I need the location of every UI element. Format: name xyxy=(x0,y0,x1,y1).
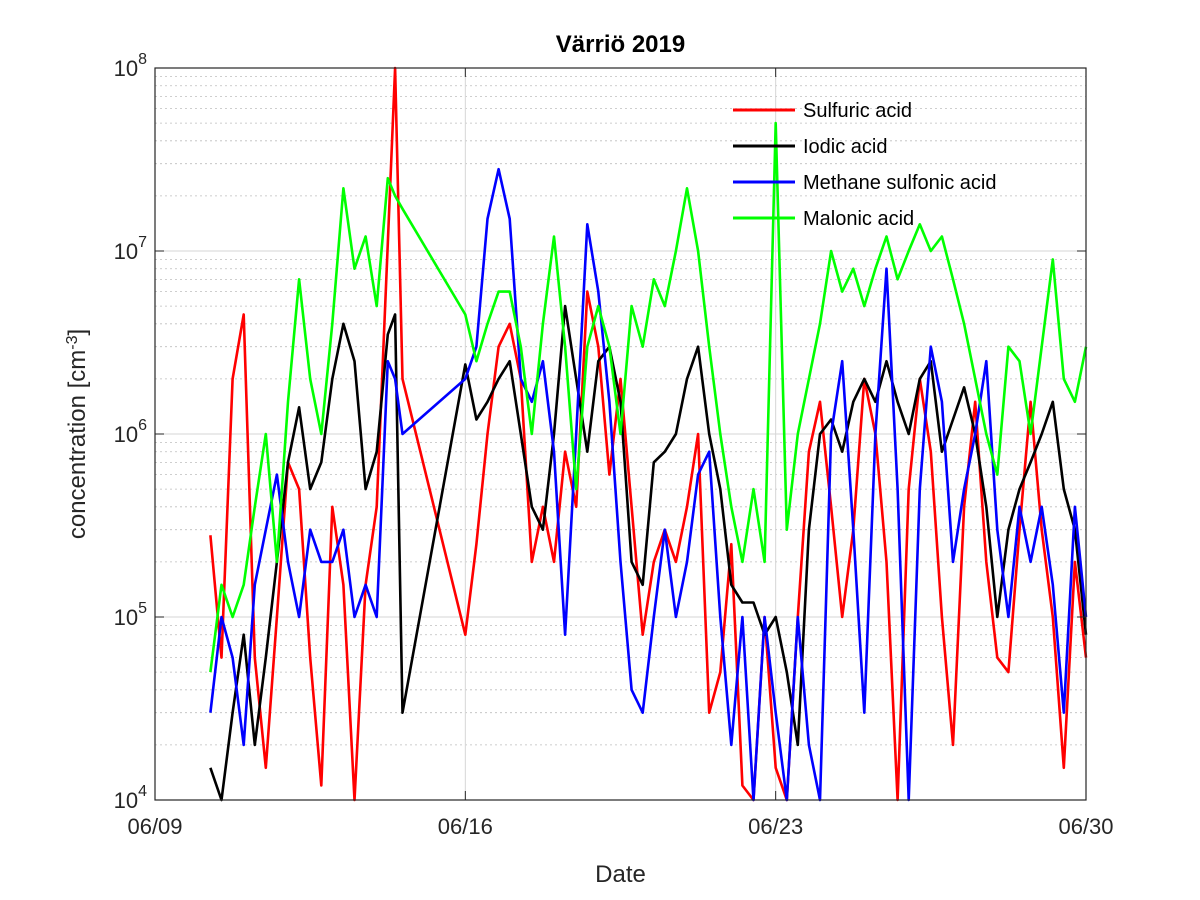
chart-title: Värriö 2019 xyxy=(556,31,685,58)
legend-label: Methane sulfonic acid xyxy=(803,172,996,194)
series-line-3 xyxy=(209,121,1088,673)
x-axis-label: Date xyxy=(595,861,646,888)
y-tick-label: 108 xyxy=(114,51,147,81)
series-line-2 xyxy=(209,167,1088,802)
y-axis-label: concentration [cm-3] xyxy=(64,329,92,539)
y-tick-label: 105 xyxy=(114,600,147,630)
series-line-1 xyxy=(209,304,1088,802)
x-tick-label: 06/09 xyxy=(127,814,182,839)
legend-label: Sulfuric acid xyxy=(803,100,912,122)
x-tick-label: 06/16 xyxy=(438,814,493,839)
series-line-0 xyxy=(209,66,1088,802)
y-tick-label: 107 xyxy=(114,234,147,264)
y-axis-label-end: ] xyxy=(64,329,91,336)
y-axis-label-main: concentration [cm xyxy=(64,350,91,539)
legend-label: Malonic acid xyxy=(803,208,914,230)
y-tick-label: 106 xyxy=(114,417,147,447)
x-tick-label: 06/30 xyxy=(1058,814,1113,839)
x-tick-label: 06/23 xyxy=(748,814,803,839)
y-tick-label: 104 xyxy=(114,783,147,813)
series-group xyxy=(209,66,1088,802)
legend-label: Iodic acid xyxy=(803,136,888,158)
axis-ticks: 06/09 06/16 06/23 06/30 104 105 106 107 108 xyxy=(114,51,1114,839)
legend: Sulfuric acid Iodic acid Methane sulfonic … xyxy=(733,100,996,230)
y-axis-label-superscript: -3 xyxy=(64,335,81,349)
